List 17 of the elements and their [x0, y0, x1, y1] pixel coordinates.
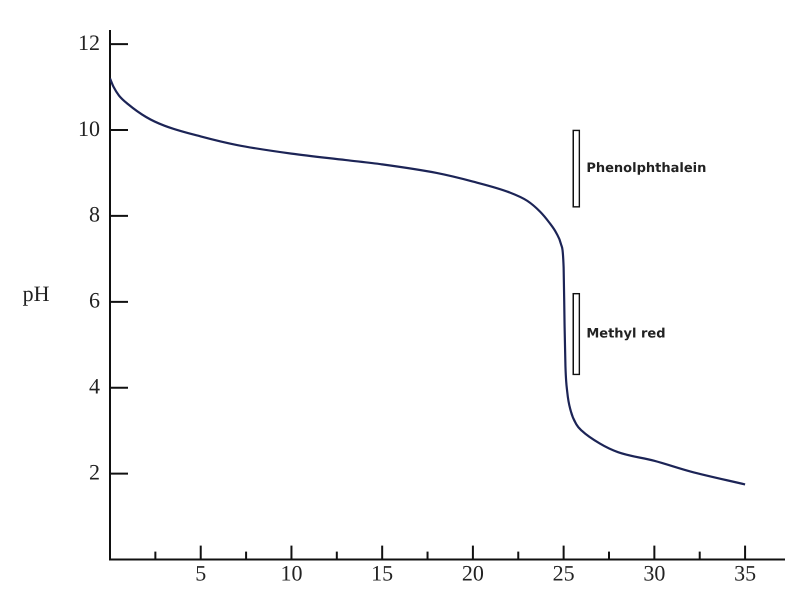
annotation: Phenolphthalein: [586, 161, 706, 176]
y-tick-label: 4: [89, 374, 100, 399]
y-tick-label: 10: [78, 116, 100, 141]
line-series: [110, 77, 746, 486]
x-tick-label: 35: [734, 560, 756, 586]
x-tick-label: 5: [195, 560, 206, 586]
x-tick-label: 25: [552, 560, 575, 586]
x-tick-label: 10: [280, 560, 302, 586]
y-axis-title: pH: [22, 281, 50, 306]
y-tick-label: 12: [78, 30, 100, 55]
x-tick-label: 15: [371, 560, 394, 586]
x-tick-label: 30: [643, 560, 666, 586]
y-tick-label: 8: [89, 202, 100, 227]
y-tick-label: 2: [89, 459, 100, 484]
annotation: Methyl red: [586, 326, 666, 342]
y-tick-label: 6: [89, 288, 100, 313]
x-tick-label: 20: [462, 560, 484, 586]
